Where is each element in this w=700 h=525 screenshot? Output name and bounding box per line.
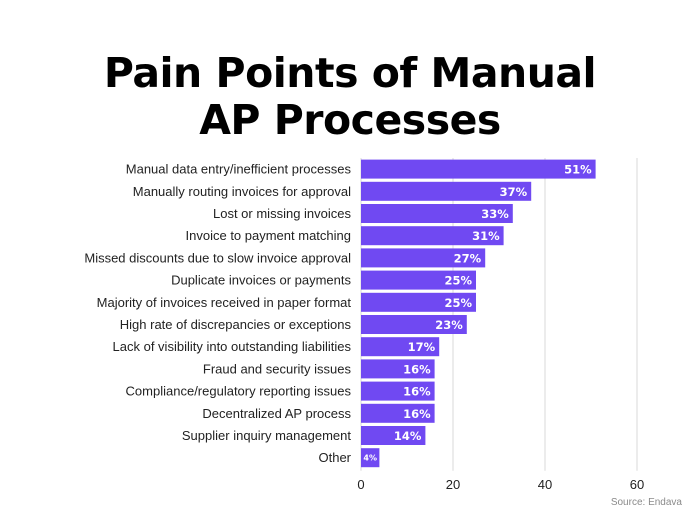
category-label: Manual data entry/inefficient processes	[126, 162, 352, 177]
data-label: 31%	[472, 229, 500, 243]
data-label: 37%	[500, 185, 528, 199]
x-tick-label: 60	[630, 477, 644, 492]
category-label: High rate of discrepancies or exceptions	[120, 317, 352, 332]
category-label: Compliance/regulatory reporting issues	[126, 384, 352, 399]
category-label: Invoice to payment matching	[186, 228, 351, 243]
category-label: Lack of visibility into outstanding liab…	[113, 339, 352, 354]
bar	[361, 359, 435, 379]
data-label: 33%	[481, 207, 509, 221]
bar	[361, 270, 476, 290]
data-label: 16%	[403, 407, 431, 421]
chart-title-line-1: Pain Points of Manual	[103, 49, 597, 97]
category-label: Duplicate invoices or payments	[171, 273, 351, 288]
data-label: 27%	[454, 251, 482, 265]
bar	[361, 381, 435, 401]
bar	[361, 337, 440, 357]
bar	[361, 181, 532, 201]
bar	[361, 248, 486, 268]
data-label: 25%	[444, 274, 472, 288]
category-label: Other	[318, 450, 351, 465]
bar	[361, 426, 426, 445]
category-label: Manually routing invoices for approval	[133, 184, 351, 199]
bar	[361, 315, 467, 334]
data-label: 16%	[403, 385, 431, 399]
category-label: Missed discounts due to slow invoice app…	[84, 250, 351, 265]
chart-title-line-2: AP Processes	[199, 96, 501, 144]
bar	[361, 403, 435, 423]
data-label: 23%	[435, 318, 463, 332]
data-label: 25%	[444, 296, 472, 310]
category-label: Lost or missing invoices	[213, 206, 351, 221]
bar	[361, 226, 504, 246]
data-label: 4%	[363, 454, 377, 463]
data-label: 16%	[403, 362, 431, 376]
bar	[361, 448, 380, 468]
data-label: 14%	[394, 429, 422, 443]
data-label: 17%	[408, 340, 436, 354]
category-label: Decentralized AP process	[202, 406, 351, 421]
x-tick-label: 20	[446, 477, 460, 492]
bar	[361, 292, 476, 312]
x-tick-label: 0	[357, 477, 364, 492]
chart-title: Pain Points of Manual AP Processes	[0, 50, 700, 144]
x-tick-label: 40	[538, 477, 552, 492]
bar	[361, 204, 513, 223]
category-label: Supplier inquiry management	[182, 428, 351, 443]
source-note: Source: Endava	[610, 497, 682, 508]
category-label: Fraud and security issues	[203, 361, 352, 376]
category-label: Majority of invoices received in paper f…	[97, 295, 352, 310]
data-label: 51%	[564, 163, 592, 177]
bar	[361, 159, 596, 179]
